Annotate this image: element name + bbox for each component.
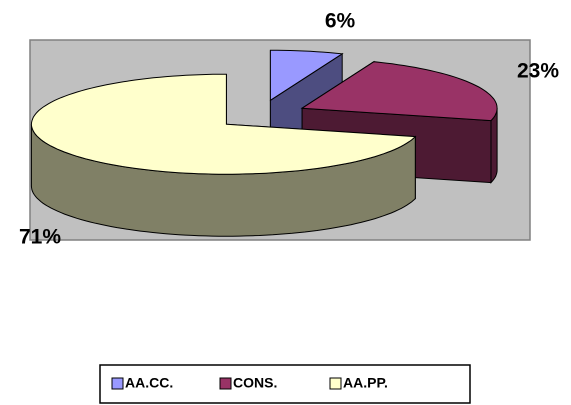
legend-label: CONS. xyxy=(233,375,277,391)
slice xyxy=(269,49,344,102)
data-labels: 6% 23% 71% xyxy=(19,10,559,249)
legend-swatch xyxy=(111,377,124,390)
legend-items: AA.CC. CONS. AA.PP. xyxy=(111,375,388,391)
pie xyxy=(30,49,498,237)
data-label: 23% xyxy=(517,60,559,83)
legend-swatch xyxy=(329,377,342,390)
legend xyxy=(99,364,471,404)
slice xyxy=(300,61,498,122)
legend-label: AA.CC. xyxy=(125,375,173,391)
legend-swatch xyxy=(219,377,232,390)
legend-label: AA.PP. xyxy=(343,375,388,391)
data-label: 71% xyxy=(19,226,61,249)
data-label: 6% xyxy=(325,10,356,33)
slice xyxy=(30,73,417,175)
